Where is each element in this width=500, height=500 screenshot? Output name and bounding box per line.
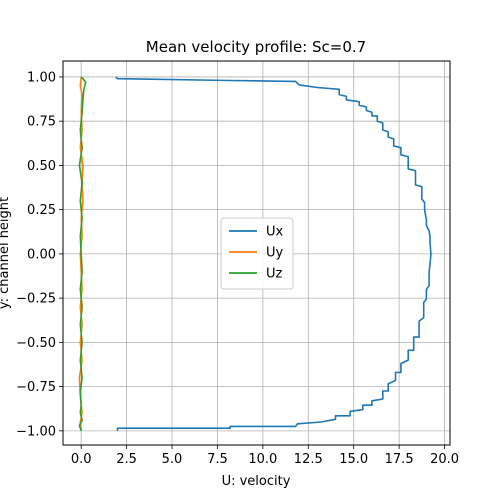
series-line-ux bbox=[115, 76, 432, 431]
y-tick-label: −1.00 bbox=[16, 424, 56, 439]
x-tick-label: 12.5 bbox=[294, 452, 323, 467]
y-tick-label: −0.50 bbox=[16, 336, 56, 351]
legend: Ux Uy Uz bbox=[220, 217, 294, 290]
legend-label-uz: Uz bbox=[266, 267, 283, 282]
y-tick-label: −0.75 bbox=[16, 380, 56, 395]
y-tick-label: 0.00 bbox=[27, 247, 56, 262]
series-line-uz bbox=[78, 76, 87, 432]
x-tick-label: 15.0 bbox=[339, 452, 368, 467]
legend-label-uy: Uy bbox=[266, 246, 284, 261]
y-tick-label: 1.00 bbox=[27, 70, 56, 85]
legend-label-ux: Ux bbox=[266, 225, 284, 240]
x-tick-label: 5.0 bbox=[162, 452, 183, 467]
x-tick-label: 0.0 bbox=[71, 452, 92, 467]
y-tick-label: −0.25 bbox=[16, 292, 56, 307]
y-tick-label: 0.75 bbox=[27, 115, 56, 130]
y-axis-label: y: channel height bbox=[0, 197, 12, 309]
x-tick-label: 2.5 bbox=[116, 452, 137, 467]
plot-frame bbox=[62, 60, 451, 446]
axis-ticks: 0.0 2.5 5.0 7.5 10.0 12.5 15.0 17.5 20.0 −1.00 −0.… bbox=[16, 70, 459, 467]
x-tick-label: 17.5 bbox=[385, 452, 414, 467]
x-tick-label: 10.0 bbox=[248, 452, 277, 467]
series-line-uy bbox=[78, 76, 84, 431]
x-tick-label: 20.0 bbox=[430, 452, 459, 467]
x-axis-label: U: velocity bbox=[222, 474, 291, 489]
series-lines bbox=[78, 76, 432, 432]
chart-title: Mean velocity profile: Sc=0.7 bbox=[146, 38, 366, 56]
y-tick-label: 0.25 bbox=[27, 203, 56, 218]
y-tick-label: 0.50 bbox=[27, 159, 56, 174]
x-tick-label: 7.5 bbox=[207, 452, 228, 467]
legend-box bbox=[220, 217, 294, 290]
